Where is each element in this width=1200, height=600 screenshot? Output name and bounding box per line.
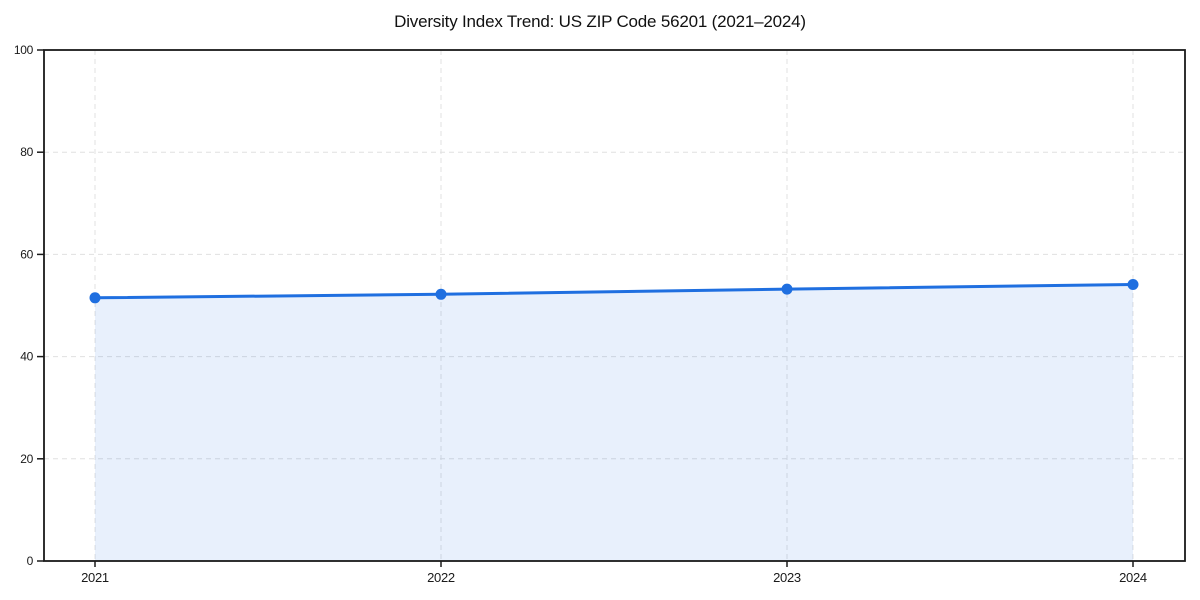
- trend-line: [93, 283, 1135, 300]
- y-tick-label: 20: [20, 452, 33, 466]
- y-tick-label: 40: [20, 350, 33, 364]
- chart-title: Diversity Index Trend: US ZIP Code 56201…: [394, 12, 806, 31]
- y-tick-label: 60: [20, 247, 33, 261]
- axis-frame: [43, 49, 1186, 562]
- x-tick-label: 2022: [427, 570, 455, 585]
- x-tick-label: 2023: [773, 570, 801, 585]
- x-tick-label: 2021: [81, 570, 109, 585]
- x-tick-label: 2024: [1119, 570, 1147, 585]
- data-point: [435, 288, 447, 300]
- y-tick-label: 100: [14, 43, 34, 57]
- data-point: [1127, 279, 1139, 290]
- data-points: [89, 279, 1139, 304]
- y-tick-label: 80: [20, 145, 33, 159]
- data-point: [781, 283, 793, 295]
- y-tick-label: 0: [27, 554, 34, 568]
- area-fill: [95, 284, 1133, 561]
- data-point: [89, 292, 101, 304]
- axis-ticks: 0 20 40 60 80 100 2021 2022 2023 2024: [14, 43, 1147, 585]
